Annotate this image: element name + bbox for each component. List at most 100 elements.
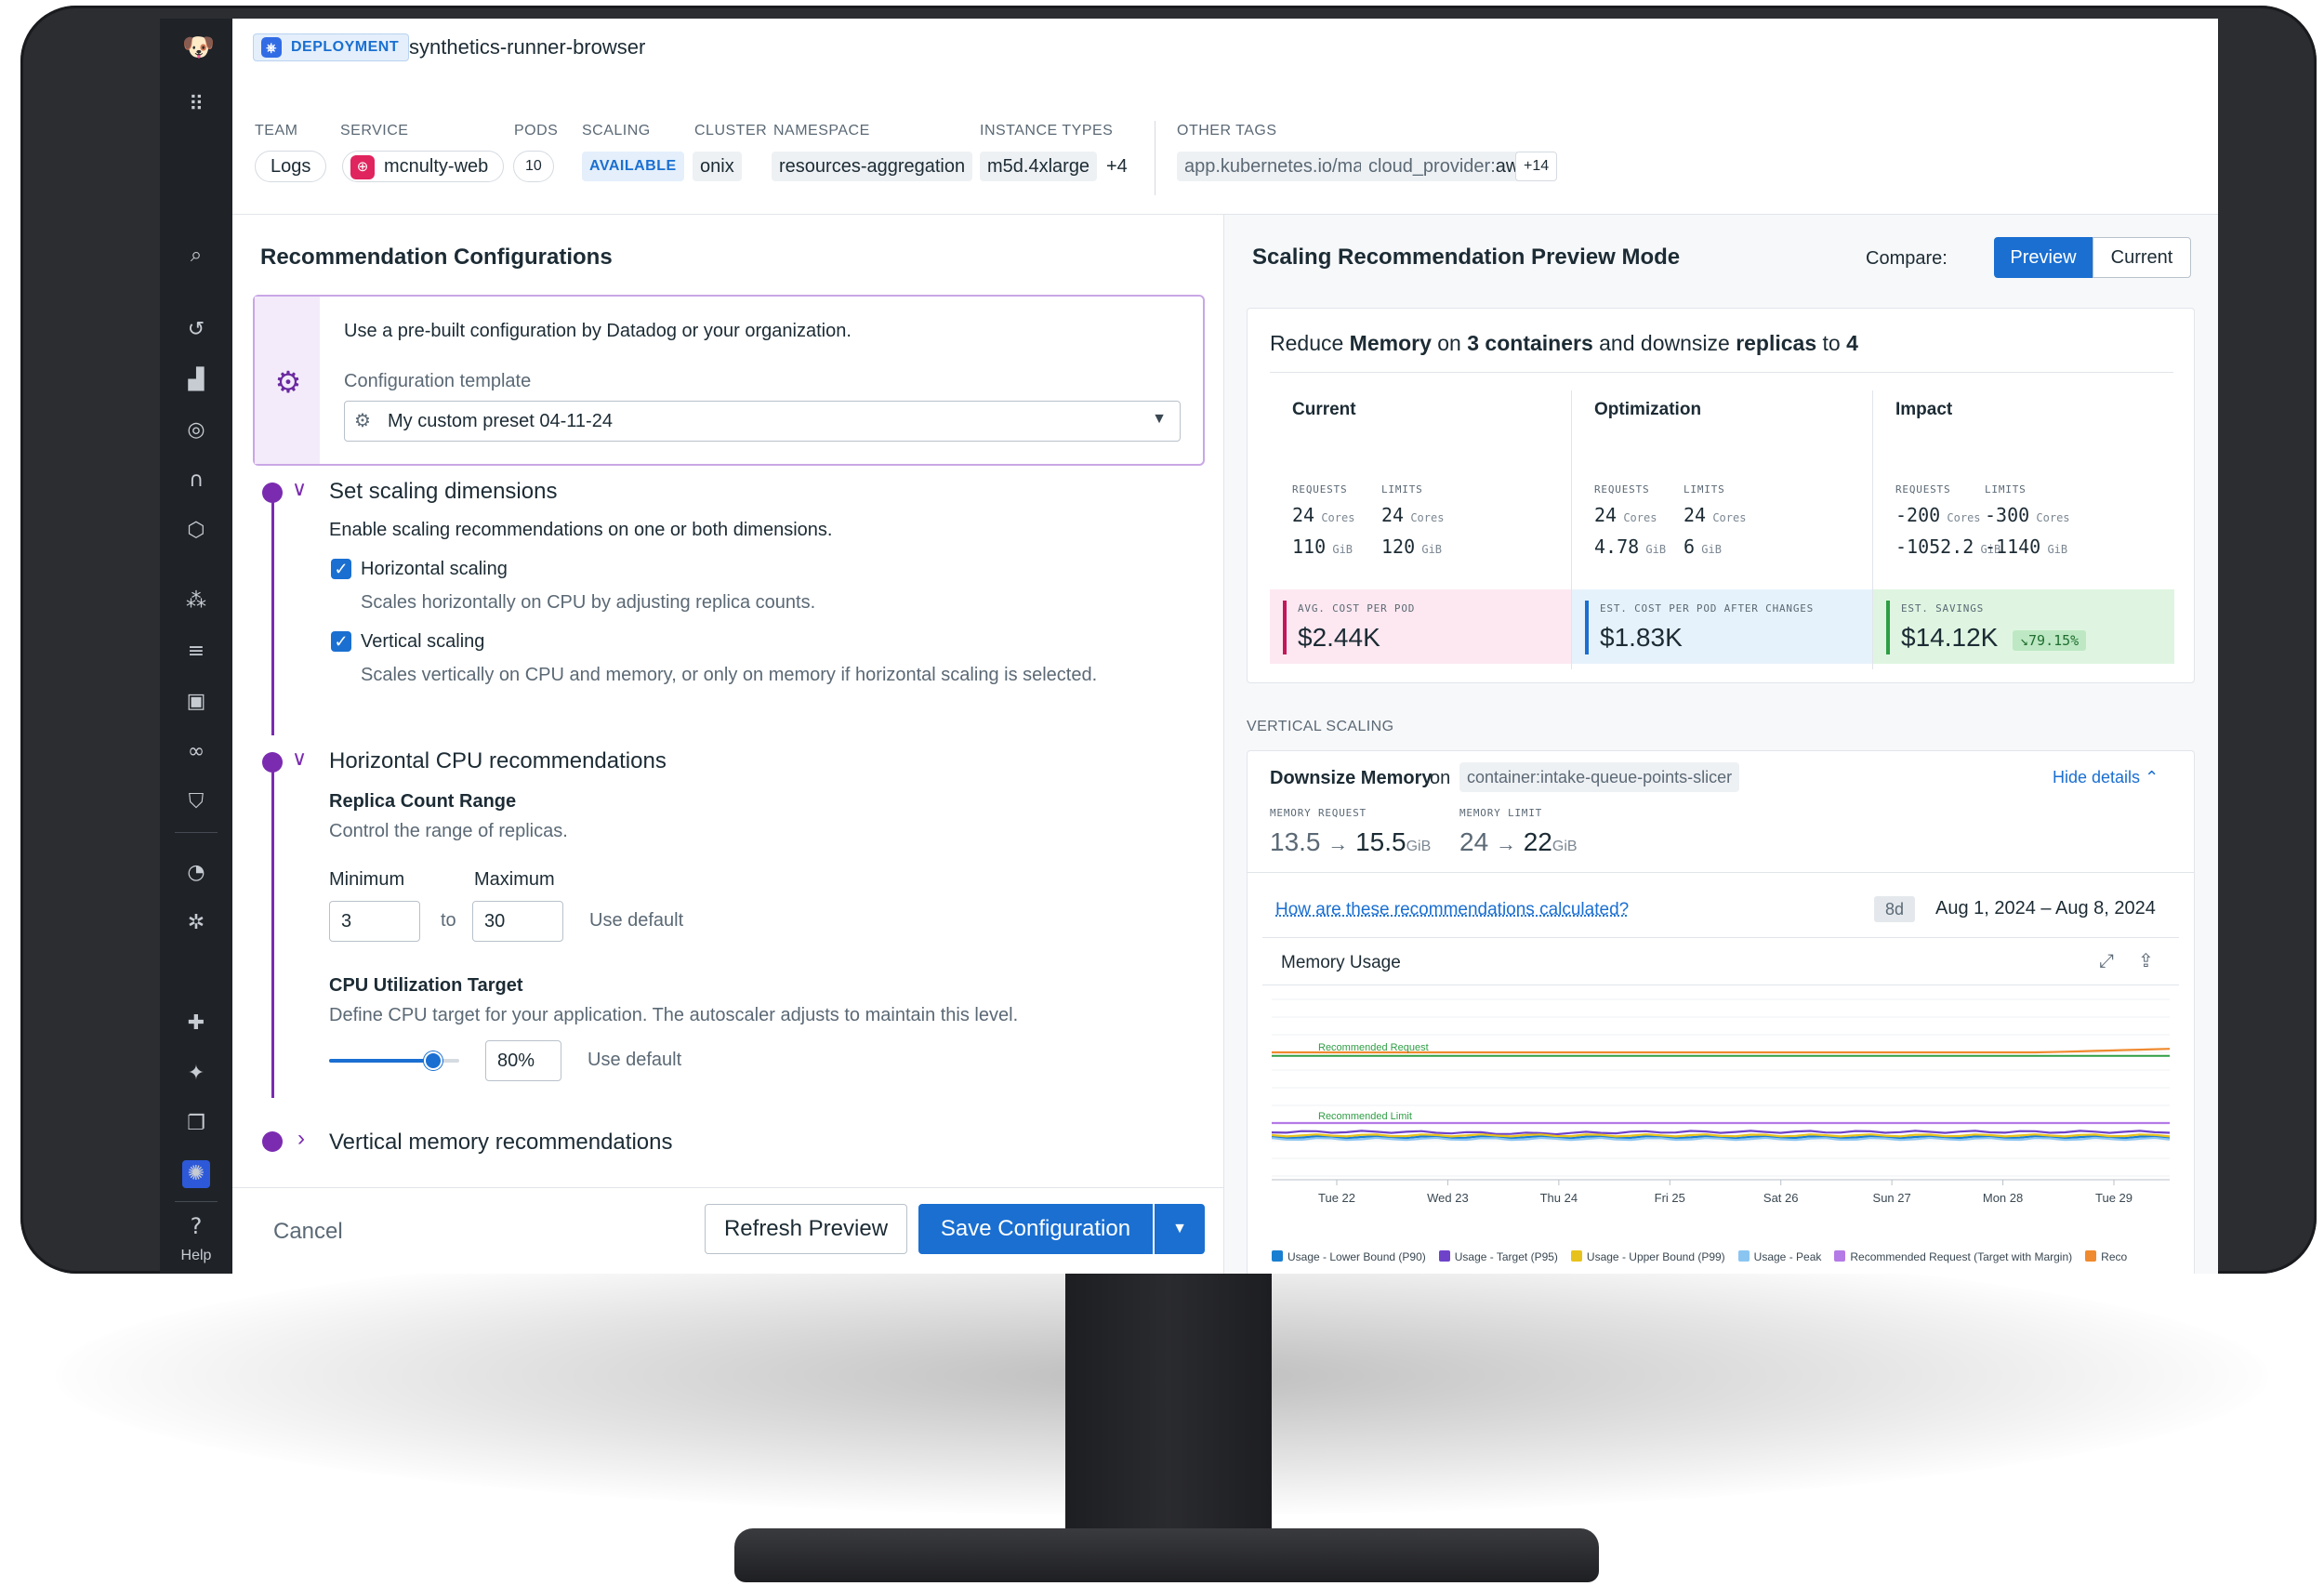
limits-label: LIMITS — [1684, 483, 1725, 496]
legend-item[interactable]: Usage - Upper Bound (P99) — [1570, 1250, 1725, 1263]
requests-memory: 110 GiB — [1292, 535, 1353, 558]
arrow-right-icon: → — [1495, 832, 1516, 855]
legend-label: Usage - Peak — [1753, 1250, 1822, 1263]
avatar-icon[interactable]: ✺ — [182, 1160, 210, 1188]
container-tag[interactable]: container:intake-queue-points-slicer — [1459, 762, 1740, 792]
instance-type-tag[interactable]: m5d.4xlarge — [980, 152, 1098, 181]
cost-value: $1.83K — [1600, 623, 1683, 652]
instance-more-tag[interactable]: +4 — [1099, 152, 1135, 181]
cpu-slider-thumb[interactable] — [424, 1051, 442, 1070]
cancel-button[interactable]: Cancel — [273, 1219, 343, 1244]
compare-current-button[interactable]: Current — [2093, 237, 2191, 278]
summary-bold: Memory — [1349, 331, 1432, 355]
legend-item[interactable]: Usage - Target (P95) — [1438, 1250, 1558, 1263]
chevron-down-icon[interactable]: ∨ — [292, 477, 308, 500]
vertical-scaling-label[interactable]: Vertical scaling — [361, 631, 485, 652]
sparkle-icon[interactable]: ✦ — [187, 1062, 205, 1085]
right-panel-title: Scaling Recommendation Preview Mode — [1252, 245, 1681, 270]
help-icon[interactable]: ? — [190, 1213, 203, 1239]
summary-text: to — [1816, 331, 1847, 355]
cluster-label: CLUSTER — [694, 123, 768, 139]
limits-label: LIMITS — [1381, 483, 1423, 496]
target-icon[interactable]: ◎ — [187, 418, 205, 442]
legend-item[interactable]: Recommended Request (Target with Margin) — [1834, 1250, 2072, 1263]
summary-column-current: Current REQUESTS LIMITS 24 Cores 24 Cores 110… — [1270, 390, 1571, 669]
time-range-text[interactable]: Aug 1, 2024 – Aug 8, 2024 — [1935, 898, 2156, 919]
tag-cloud-provider[interactable]: cloud_provider:aws — [1361, 152, 1537, 181]
compare-preview-button[interactable]: Preview — [1994, 237, 2093, 278]
how-calculated-link[interactable]: How are these recommendations calculated… — [1275, 900, 1630, 919]
value: 120 — [1381, 535, 1416, 558]
nodes-icon[interactable]: ⁂ — [186, 589, 206, 613]
cpu-slider-track[interactable] — [329, 1051, 459, 1070]
horizontal-scaling-label[interactable]: Horizontal scaling — [361, 559, 508, 579]
settings-icon[interactable]: ✲ — [187, 911, 205, 934]
requests-label: REQUESTS — [1292, 483, 1348, 496]
chart-legend: Usage - Lower Bound (P90) Usage - Target … — [1272, 1249, 2183, 1265]
template-select[interactable]: ⚙ My custom preset 04-11-24 ▼ — [344, 401, 1181, 442]
max-replicas-input[interactable]: 30 — [472, 901, 563, 942]
cube-icon[interactable]: ⬡ — [187, 519, 205, 542]
refresh-preview-button[interactable]: Refresh Preview — [705, 1204, 907, 1254]
value: -300 — [1985, 504, 2030, 526]
puzzle-icon[interactable]: ✚ — [187, 1011, 205, 1035]
tags-more-tag[interactable]: +14 — [1515, 152, 1558, 181]
section-title[interactable]: Horizontal CPU recommendations — [329, 748, 667, 773]
namespace-tag[interactable]: resources-aggregation — [772, 152, 973, 181]
copy-icon[interactable]: ❐ — [187, 1112, 205, 1135]
export-icon[interactable]: ⇪ — [2138, 951, 2154, 971]
horizontal-scaling-checkbox[interactable]: ✓ — [331, 559, 351, 579]
prebuilt-icon-strip — [255, 297, 320, 464]
help-label[interactable]: Help — [180, 1248, 212, 1263]
unit: GiB — [1326, 543, 1353, 556]
annotation-label: Recommended Request — [1318, 1042, 1429, 1053]
link-icon[interactable]: ∞ — [187, 740, 205, 763]
requests-memory: -1052.2 GiB — [1895, 535, 2000, 558]
divider — [1248, 872, 2194, 873]
expand-icon[interactable]: ⤢ — [2099, 951, 2114, 971]
apps-grid-icon[interactable]: ⠿ — [188, 93, 205, 116]
legend-item[interactable]: Usage - Lower Bound (P90) — [1272, 1250, 1426, 1263]
summary-text: Reduce — [1270, 331, 1350, 355]
service-pill[interactable]: ⊕ mcnulty-web — [342, 151, 505, 182]
save-options-dropdown[interactable]: ▼ — [1155, 1204, 1205, 1254]
search-icon[interactable]: ⌕ — [190, 244, 203, 267]
gauge-icon[interactable]: ◔ — [187, 861, 205, 884]
use-default-link[interactable]: Use default — [589, 910, 684, 931]
team-pill[interactable]: Logs — [255, 151, 327, 182]
cluster-tag[interactable]: onix — [693, 152, 742, 181]
history-icon[interactable]: ↺ — [187, 318, 205, 341]
template-label: Configuration template — [344, 371, 532, 391]
chevron-right-icon[interactable]: › — [297, 1126, 305, 1151]
summary-text: and downsize — [1592, 331, 1736, 355]
time-range-badge[interactable]: 8d — [1874, 896, 1916, 922]
chevron-down-icon[interactable]: ∨ — [292, 747, 308, 770]
shield-icon[interactable]: ⛉ — [188, 790, 205, 813]
binoculars-icon[interactable]: ∩ — [188, 469, 205, 492]
legend-item[interactable]: Usage - Peak — [1737, 1250, 1822, 1263]
vertical-scaling-checkbox[interactable]: ✓ — [331, 631, 351, 652]
use-default-link[interactable]: Use default — [588, 1050, 682, 1070]
save-configuration-button[interactable]: Save Configuration — [918, 1204, 1153, 1254]
x-tick-label: Tue 29 — [2095, 1191, 2133, 1205]
cpu-target-input[interactable]: 80% — [485, 1040, 561, 1081]
section-title[interactable]: Vertical memory recommendations — [329, 1130, 673, 1155]
dashboard-icon[interactable]: ▣ — [186, 690, 206, 713]
memory-usage-chart: Memory Usage ⤢ ⇪ Tue 22 Wed 23 Thu 24 Fri 2… — [1262, 937, 2179, 1274]
chevron-down-icon: ▼ — [1152, 411, 1167, 427]
section-title[interactable]: Set scaling dimensions — [329, 479, 558, 504]
hide-details-link[interactable]: Hide details ⌃ — [2053, 768, 2159, 787]
legend-item[interactable]: Reco — [2085, 1250, 2127, 1263]
chart-icon[interactable]: ▟ — [188, 368, 205, 391]
legend-label: Reco — [2101, 1250, 2128, 1263]
logo-icon[interactable]: 🐶 — [182, 32, 215, 62]
other-tags-label: OTHER TAGS — [1177, 123, 1277, 139]
cpu-target-title: CPU Utilization Target — [329, 975, 523, 996]
min-replicas-input[interactable]: 3 — [329, 901, 420, 942]
unit: GiB — [1415, 543, 1443, 556]
timeline-line — [271, 494, 274, 735]
cost-label: EST. SAVINGS — [1901, 602, 1985, 615]
cost-accent-bar — [1585, 601, 1589, 654]
list-filter-icon[interactable]: ≡ — [187, 640, 205, 663]
unit: Cores — [1314, 511, 1355, 524]
